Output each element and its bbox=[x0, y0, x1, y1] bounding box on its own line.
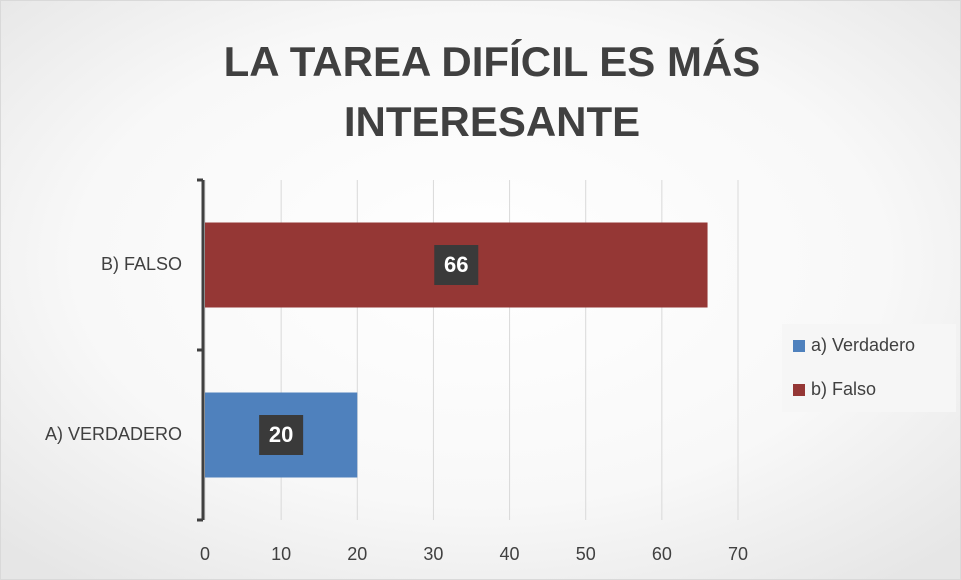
x-tick-label: 60 bbox=[652, 544, 672, 564]
chart-title: LA TAREA DIFÍCIL ES MÁS INTERESANTE bbox=[223, 38, 761, 145]
legend-swatch bbox=[793, 340, 805, 352]
x-tick-label: 10 bbox=[271, 544, 291, 564]
x-tick-label: 70 bbox=[728, 544, 748, 564]
x-tick-label: 30 bbox=[423, 544, 443, 564]
data-label-box bbox=[259, 415, 304, 455]
x-tick-label: 50 bbox=[576, 544, 596, 564]
data-label: 20 bbox=[269, 422, 293, 447]
legend-background bbox=[782, 324, 956, 412]
legend-swatch bbox=[793, 384, 805, 396]
x-tick-label: 0 bbox=[200, 544, 210, 564]
x-tick-label: 20 bbox=[347, 544, 367, 564]
x-tick-label: 40 bbox=[500, 544, 520, 564]
legend-label: b) Falso bbox=[811, 379, 876, 399]
data-label-box bbox=[434, 245, 479, 285]
legend-label: a) Verdadero bbox=[811, 335, 915, 355]
y-tick-label: B) FALSO bbox=[101, 254, 182, 274]
data-label: 66 bbox=[444, 252, 468, 277]
y-tick-label: A) VERDADERO bbox=[45, 424, 182, 444]
